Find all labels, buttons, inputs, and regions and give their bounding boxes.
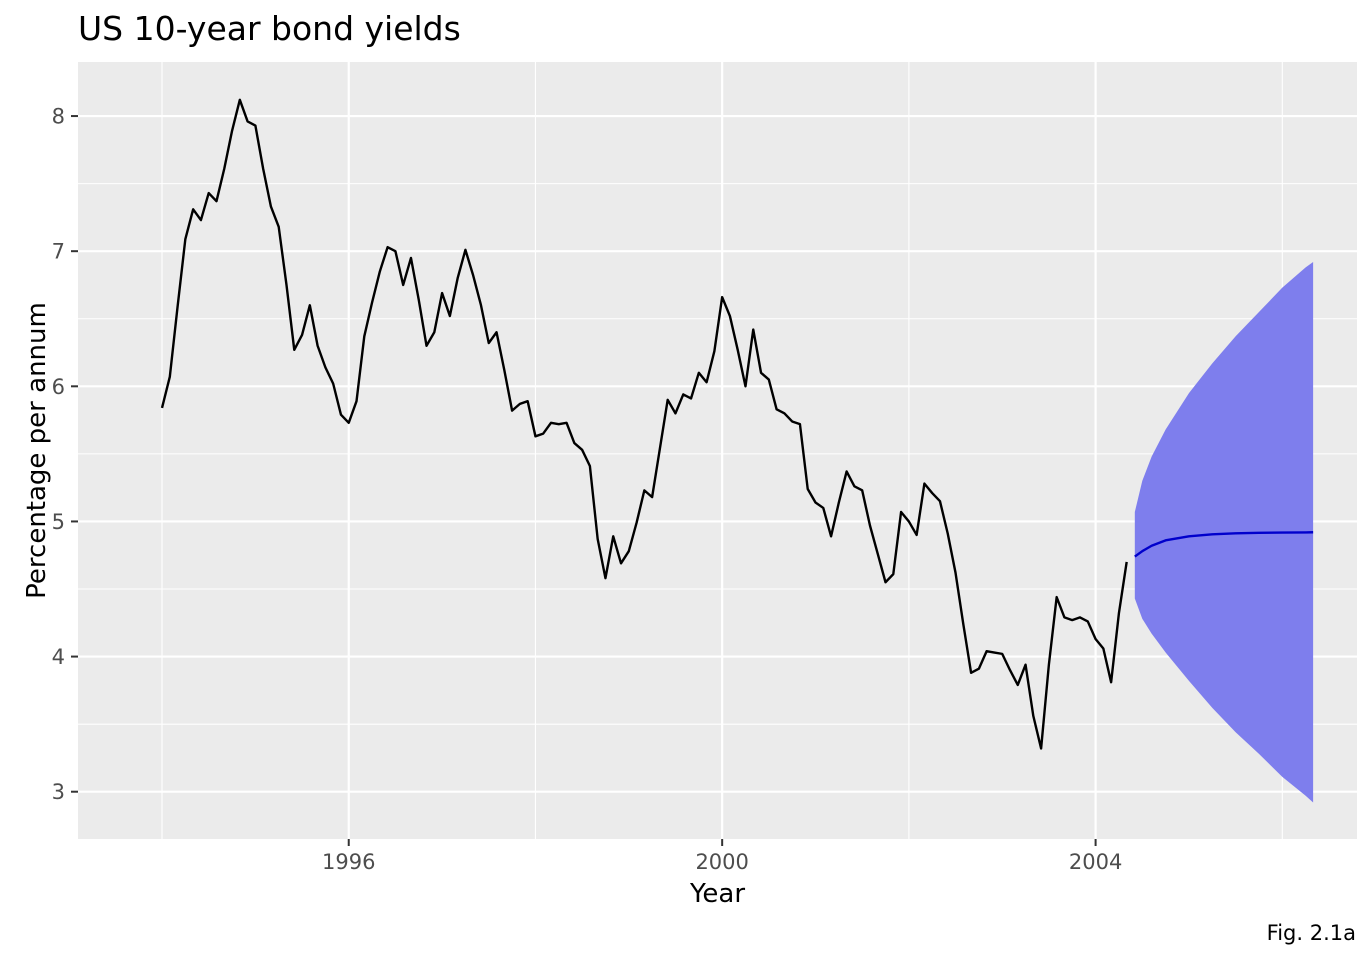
y-tick-label: 6 — [52, 375, 65, 399]
chart-title: US 10-year bond yields — [78, 9, 461, 48]
forecast-interval-band — [1134, 261, 1314, 803]
y-axis-title: Percentage per annum — [22, 302, 52, 599]
forecast-interval-layer — [1134, 261, 1314, 803]
major-gridlines — [78, 62, 1357, 839]
axis-ticks — [71, 115, 1097, 846]
x-tick-label: 2004 — [1069, 850, 1122, 874]
series-layer — [160, 98, 1314, 750]
x-tick-label: 1996 — [322, 850, 375, 874]
x-tick-label: 2000 — [695, 850, 748, 874]
x-axis-title: Year — [689, 879, 745, 909]
y-tick-label: 8 — [52, 105, 65, 129]
y-tick-label: 3 — [52, 780, 65, 804]
forecast-mean-line — [1134, 531, 1314, 558]
y-tick-label: 4 — [52, 645, 65, 669]
figure-caption: Fig. 2.1a — [1267, 921, 1356, 945]
observed-yield-line — [160, 98, 1128, 750]
tick-labels: 3 4 5 6 7 8 1996 2000 2004 — [52, 105, 1123, 874]
y-tick-label: 7 — [52, 240, 65, 264]
plot-panel — [78, 62, 1357, 839]
y-tick-label: 5 — [52, 510, 65, 534]
